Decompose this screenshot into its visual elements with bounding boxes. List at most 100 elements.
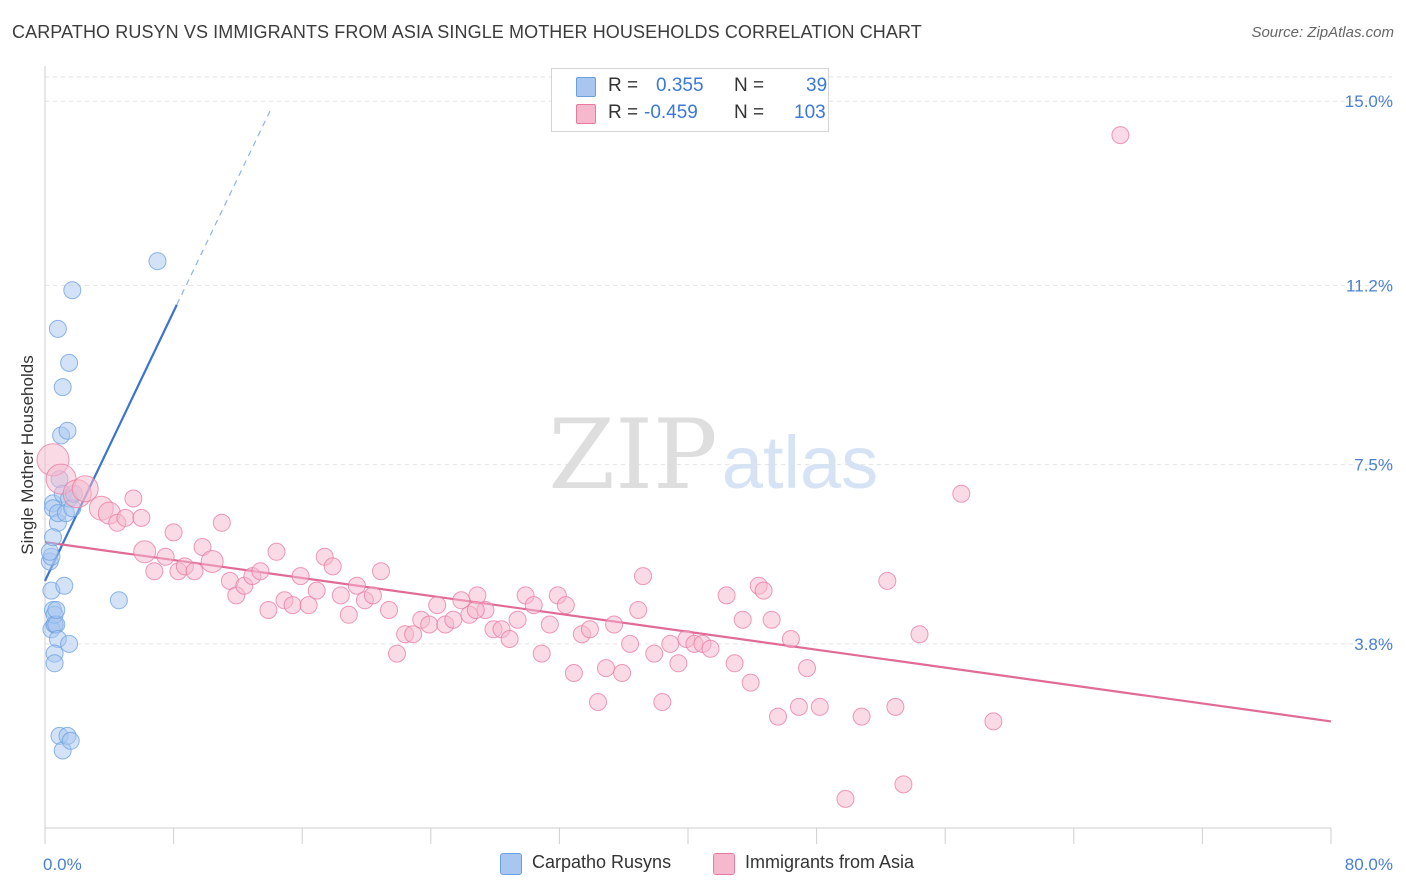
immigrants-asia-point <box>380 601 398 619</box>
legend-swatch-blue <box>500 853 522 875</box>
immigrants-asia-point <box>878 571 897 590</box>
stats-box: R = 0.355 N = 39 R = -0.459 N = 103 <box>551 68 829 132</box>
immigrants-asia-point <box>185 562 204 581</box>
carpatho-rusyn-point <box>58 421 77 440</box>
x-tick-label-min: 0.0% <box>43 855 82 874</box>
immigrants-asia-point <box>564 664 583 682</box>
immigrants-asia-point <box>200 550 224 573</box>
watermark-zip: ZIP <box>548 399 717 511</box>
immigrants-asia-point <box>524 596 543 615</box>
carpatho-rusyn-point <box>47 601 66 619</box>
watermark-atlas: atlas <box>722 421 878 504</box>
stats-n-label: N = <box>734 75 765 96</box>
immigrants-asia-point <box>259 601 278 619</box>
immigrants-asia-point <box>267 542 286 561</box>
immigrants-asia-point <box>669 654 688 673</box>
carpatho-rusyn-point <box>45 654 64 673</box>
immigrants-asia-point <box>621 634 640 653</box>
y-tick-label: 11.2% <box>1346 276 1393 295</box>
immigrants-asia-point <box>331 586 350 605</box>
carpatho-rusyn-point <box>148 252 167 271</box>
immigrants-asia-point <box>339 605 358 624</box>
immigrants-asia-point <box>347 576 366 595</box>
carpatho-rusyn-point <box>63 281 82 300</box>
immigrants-asia-point <box>212 513 231 532</box>
immigrants-asia-point <box>283 596 302 615</box>
immigrants-asia-point <box>634 567 652 586</box>
immigrants-asia-point <box>251 562 270 581</box>
immigrants-asia-point <box>725 654 744 673</box>
immigrants-asia-point <box>629 601 648 619</box>
immigrants-asia-point <box>894 775 913 794</box>
immigrants-asia-point <box>605 615 624 634</box>
carpatho-rusyn-point <box>44 528 62 547</box>
immigrants-asia-point <box>145 562 164 581</box>
immigrants-asia-point <box>508 610 527 629</box>
y-tick-label: 3.8% <box>1354 635 1393 654</box>
carpatho-rusyn-point <box>48 319 67 338</box>
immigrants-asia-point <box>532 644 551 663</box>
stats-n-value: 103 <box>794 102 826 123</box>
immigrants-asia-point <box>910 625 929 644</box>
immigrants-asia-point <box>388 644 406 663</box>
immigrants-asia-point <box>984 712 1003 731</box>
legend-label: Carpatho Rusyns <box>532 852 672 872</box>
immigrants-asia-point <box>645 644 664 663</box>
immigrants-asia-point <box>836 789 855 808</box>
stats-r-label: R = <box>608 102 639 123</box>
immigrants-asia-point <box>133 540 157 564</box>
x-tick-label-max: 80.0% <box>1345 855 1393 874</box>
immigrants-asia-point <box>741 673 760 692</box>
stats-r-label: R = <box>608 75 639 96</box>
immigrants-asia-point <box>291 567 310 586</box>
immigrants-asia-point <box>420 615 439 634</box>
legend-label: Immigrants from Asia <box>745 852 915 872</box>
immigrants-asia-point <box>952 484 971 503</box>
immigrants-asia-point <box>661 634 680 653</box>
tick-labels: 3.8% 7.5% 11.2% 15.0% 0.0% 80.0% <box>43 92 1393 874</box>
stats-swatch-pink <box>576 104 596 124</box>
carpatho-rusyn-trendline-extension <box>176 110 271 305</box>
carpatho-rusyn-point <box>61 731 80 750</box>
immigrants-asia-point <box>428 596 447 615</box>
legend-swatch-pink <box>713 853 735 875</box>
immigrants-asia-point <box>556 596 575 615</box>
immigrants-asia-point <box>363 586 382 605</box>
immigrants-asia-point <box>500 630 519 648</box>
immigrants-asia-point <box>810 697 829 716</box>
immigrants-asia-point <box>597 659 615 678</box>
immigrants-asia-point <box>769 707 787 726</box>
immigrants-asia-point <box>653 693 672 711</box>
gridlines <box>45 76 1392 645</box>
immigrants-asia-point <box>781 630 800 648</box>
immigrants-asia-point <box>132 508 151 527</box>
immigrants-asia-point <box>156 547 175 566</box>
stats-n-value: 39 <box>806 75 828 96</box>
carpatho-rusyn-point <box>53 378 72 397</box>
immigrants-asia-point <box>613 664 632 682</box>
immigrants-asia-point <box>466 601 485 619</box>
y-tick-label: 15.0% <box>1345 92 1393 111</box>
immigrants-asia-point <box>307 581 326 600</box>
immigrants-asia-point <box>733 610 752 629</box>
carpatho-rusyn-point <box>55 576 74 595</box>
immigrants-asia-point <box>762 610 781 629</box>
immigrants-asia-point <box>886 697 905 716</box>
immigrants-asia-point <box>701 639 720 658</box>
source-label: Source: ZipAtlas.com <box>1251 24 1394 41</box>
immigrants-asia-point <box>717 586 736 605</box>
immigrants-asia-point <box>789 697 808 716</box>
stats-r-value: -0.459 <box>644 102 698 123</box>
stats-swatch-blue <box>576 77 596 97</box>
carpatho-rusyn-point <box>109 591 128 610</box>
immigrants-asia-point <box>71 475 99 503</box>
immigrants-asia-point <box>1111 126 1130 145</box>
carpatho-rusyn-trendline <box>44 304 178 582</box>
immigrants-asia-point <box>540 615 559 634</box>
immigrants-asia-point <box>754 581 773 600</box>
y-tick-label: 7.5% <box>1354 456 1393 475</box>
watermark: ZIP atlas <box>548 399 878 511</box>
immigrants-asia-point <box>852 707 871 726</box>
immigrants-asia-point <box>124 489 143 508</box>
